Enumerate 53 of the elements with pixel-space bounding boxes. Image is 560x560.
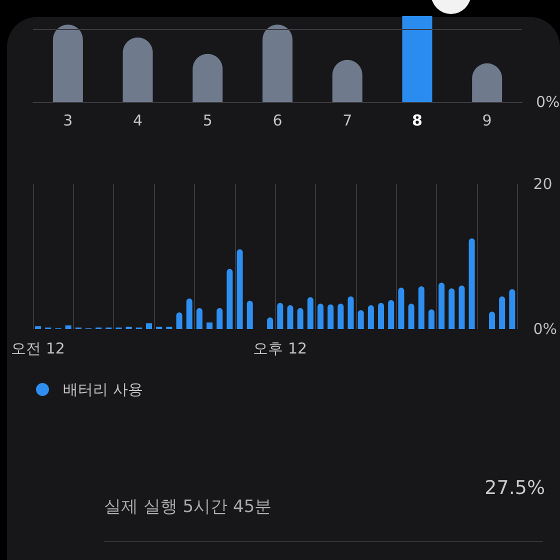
x-tick-label: 6 <box>272 112 282 130</box>
bar <box>402 16 432 102</box>
bar <box>192 54 223 102</box>
bar <box>236 249 243 329</box>
bar <box>277 302 284 329</box>
x-tick-label: 8 <box>412 112 422 130</box>
bar <box>408 304 414 329</box>
bar <box>262 24 292 102</box>
text: 27.5% <box>484 477 545 499</box>
x-tick-label: 오후 12 <box>253 340 308 358</box>
bar <box>267 317 274 329</box>
bar <box>307 297 314 329</box>
bar <box>378 302 384 329</box>
bar <box>338 304 344 329</box>
bar <box>488 312 495 329</box>
x-tick-label: 5 <box>202 112 212 130</box>
bar <box>438 282 445 329</box>
x-tick-label: 3 <box>63 112 73 130</box>
bar <box>499 296 506 329</box>
bar <box>176 312 182 329</box>
bar <box>388 300 394 329</box>
bar <box>216 308 223 329</box>
legend-label: 배터리 사용 <box>63 380 143 398</box>
bar <box>52 24 83 102</box>
bar <box>287 305 294 329</box>
x-tick-label: 4 <box>133 112 143 130</box>
x-tick-label: 9 <box>482 112 492 130</box>
bar <box>448 288 455 329</box>
text: 실제 실행 5시간 45분 <box>104 496 272 518</box>
bar <box>428 309 434 329</box>
bar <box>196 308 202 329</box>
bar <box>206 322 213 329</box>
bar <box>226 268 233 329</box>
x-tick-label: 7 <box>342 112 352 130</box>
bar <box>186 298 192 329</box>
x-tick-label: 오전 12 <box>11 340 65 358</box>
bar <box>368 305 374 329</box>
y-tick-label: 20 <box>533 175 552 193</box>
bar <box>65 325 72 329</box>
bar <box>358 310 364 329</box>
bar <box>246 300 253 329</box>
bar <box>146 323 152 329</box>
bar <box>348 296 354 329</box>
bar <box>468 238 475 329</box>
bar <box>509 289 516 329</box>
bar <box>328 304 334 329</box>
bar <box>297 308 304 329</box>
bar <box>122 38 153 102</box>
bar <box>458 286 465 329</box>
bar <box>398 288 404 329</box>
bar <box>317 304 324 329</box>
bar <box>35 326 42 329</box>
bar <box>418 286 424 329</box>
